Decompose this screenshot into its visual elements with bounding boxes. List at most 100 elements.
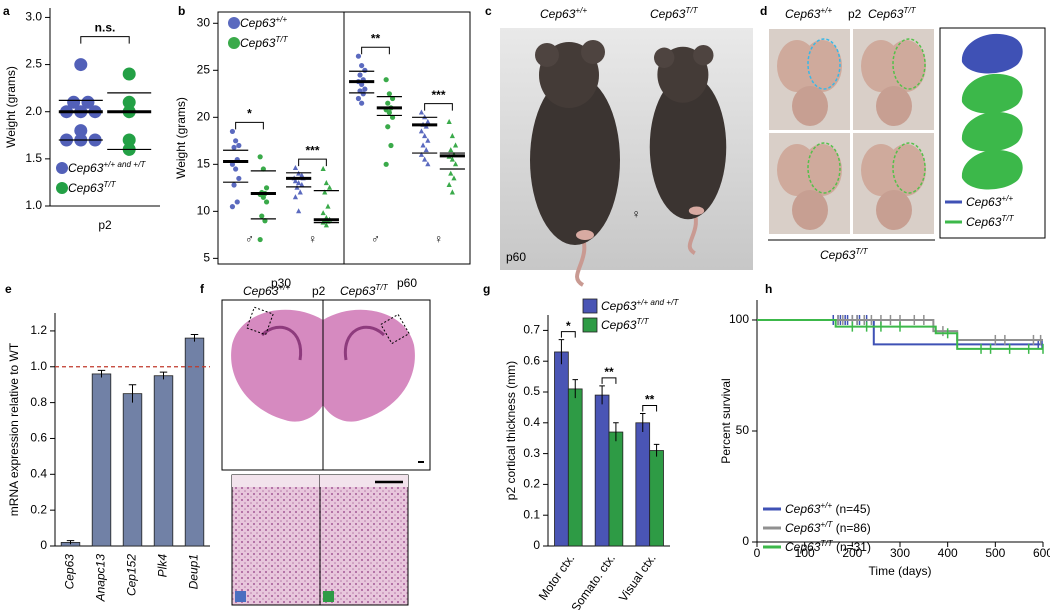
data-point [446,118,452,124]
y-tick-label: 0 [40,538,47,552]
data-point [357,72,363,78]
significance-bracket [642,405,658,412]
data-point [74,58,88,72]
cortex-outline [892,38,926,90]
y-tick-label: 30 [197,15,211,29]
y-tick-label: 20 [197,109,211,123]
data-point [259,213,265,219]
sex-symbol: ♀ [632,207,641,221]
panel-letter: d [760,4,767,18]
data-point [359,62,365,69]
error-bar [159,371,168,380]
significance-label: ** [371,31,381,45]
gene-name: Cep63 [820,248,856,262]
genotype: T/T [1001,214,1014,223]
y-tick-label: 10 [197,204,211,218]
gene-name: Cep63 [650,7,686,21]
gene-label: Cep63T/T [650,6,699,22]
sex-symbol: ♂ [245,232,254,246]
genotype: +/+ [278,283,290,292]
data-point [452,161,459,167]
gene-label: Cep63+/+ [785,6,832,22]
data-point [362,67,368,73]
data-point [236,175,242,182]
tissue-layer [320,475,408,487]
data-point [326,184,333,190]
y-tick-label: 0.6 [30,431,47,445]
error-bar [572,379,579,399]
age-label: p2 [312,284,326,298]
survival-curve [757,318,1043,341]
gene-name: Cep63 [68,181,104,195]
inset-box [246,306,274,336]
x-tick-label: 400 [938,546,958,560]
panel-letter: h [765,282,772,296]
legend-swatch [582,317,598,333]
bar [153,375,174,547]
brain-section [231,309,323,422]
bar [594,394,610,547]
significance-label: *** [431,88,445,102]
data-point [448,147,454,153]
data-point [422,133,428,139]
data-point [446,181,452,187]
x-tick-label: 200 [842,546,862,560]
data-point [451,175,457,181]
y-tick-label: 0.2 [523,477,540,491]
legend-swatch [56,182,68,194]
y-tick-label: 5 [203,251,210,265]
data-point [320,210,326,216]
y-tick-label: 1.0 [30,359,47,373]
data-point [449,156,455,162]
genotype: +/+ and +/T [103,160,146,169]
panel-letter: g [483,282,490,296]
gene-name: Cep63 [785,540,821,554]
mouse-body [649,74,727,220]
count: (n=45) [832,502,870,516]
data-point [418,109,425,115]
significance-bracket [361,46,390,55]
data-point [122,133,136,147]
survival-curve [757,318,1043,350]
data-point [296,208,302,214]
data-point [81,95,95,109]
significance-label: * [566,319,571,333]
y-tick-label: 0.4 [523,415,540,429]
x-tick-label: 600 [1033,546,1050,560]
y-tick-label: 100 [729,312,749,326]
x-tick-label: Cep152 [125,554,139,596]
data-point [448,170,454,176]
data-point [296,180,302,186]
data-point [325,203,331,209]
gene-name: Cep63 [340,284,376,298]
sex-symbol: ♀ [308,232,317,246]
data-point [297,189,303,195]
data-point [359,100,365,106]
histology-image [319,474,409,606]
error-bar [613,422,619,442]
data-point [320,165,326,171]
histology-image [231,474,321,606]
x-tick-label: Plk4 [156,554,170,578]
gene-name: Cep63 [966,215,1002,229]
data-point [385,100,391,106]
cortex-outline [807,142,841,194]
error-bar [558,339,565,365]
data-point [122,67,136,81]
y-axis-label: mRNA expression relative to WT [7,342,21,516]
gene-label: Cep63+/+ [540,6,587,22]
data-point [420,142,426,148]
data-point [383,77,389,83]
y-tick-label: 0.5 [523,384,540,398]
mouse-foot [688,206,705,215]
genotype: +/+ [820,6,832,15]
data-point [231,144,237,151]
brain-stem [792,86,828,126]
x-tick-label: Cep63 [63,554,77,590]
data-point [229,161,236,167]
data-point [233,166,239,172]
gene-name: Cep63 [240,36,276,50]
y-tick-label: 1.5 [25,151,42,165]
